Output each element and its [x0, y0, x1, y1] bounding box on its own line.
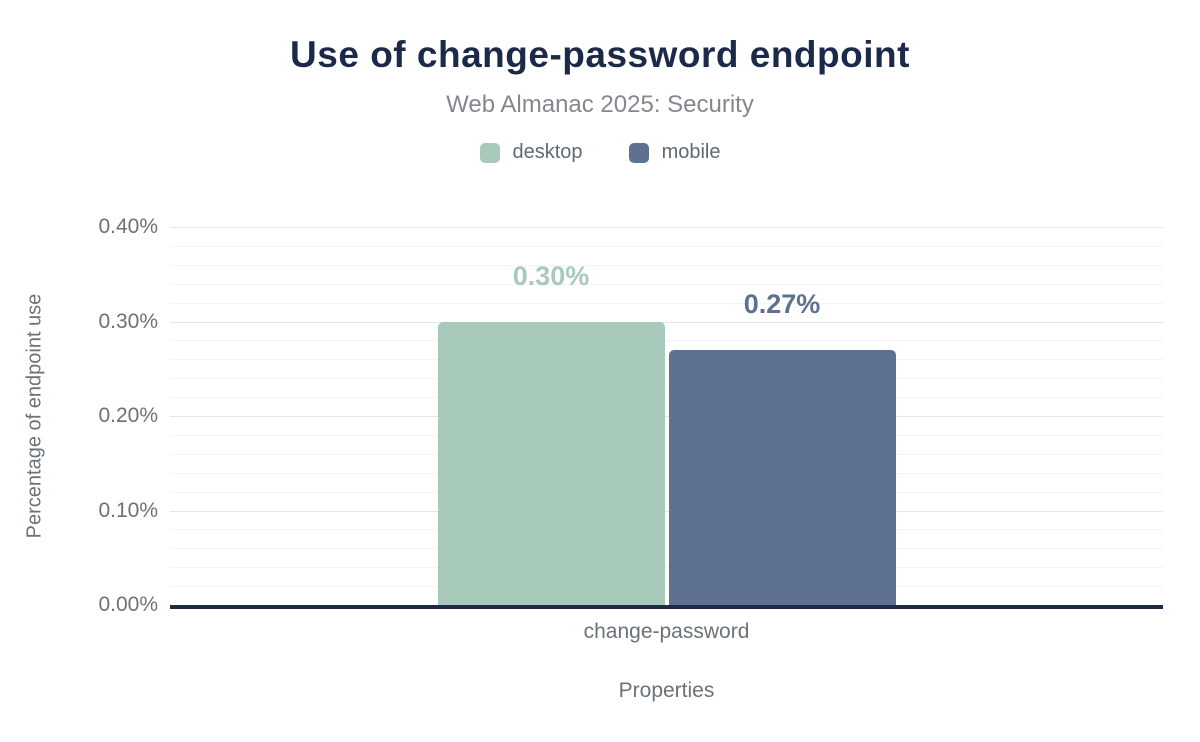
gridline-minor — [170, 567, 1163, 569]
gridline-minor — [170, 434, 1163, 436]
y-tick-label: 0.10% — [98, 498, 158, 522]
x-axis-title: Properties — [618, 679, 715, 702]
legend-swatch-mobile — [628, 142, 649, 163]
plot-area: 0.30% 0.27% — [170, 227, 1163, 609]
gridline-minor — [170, 586, 1163, 588]
legend-item-desktop[interactable]: desktop — [479, 141, 583, 164]
gridline-minor — [170, 245, 1163, 247]
y-tick-label: 0.00% — [98, 593, 158, 616]
gridline-major — [170, 510, 1163, 512]
gridline-minor — [170, 397, 1163, 399]
gridline-major — [170, 227, 1163, 228]
gridline-major — [170, 321, 1163, 323]
bar-mobile[interactable] — [668, 349, 896, 605]
chart-legend: desktop mobile — [0, 141, 1200, 164]
x-category-label: change-password — [583, 620, 750, 643]
gridline-minor — [170, 340, 1163, 342]
x-axis-line — [170, 605, 1163, 609]
chart-subtitle: Web Almanac 2025: Security — [446, 91, 754, 118]
legend-label: desktop — [512, 141, 583, 163]
gridline-minor — [170, 472, 1163, 474]
gridline-minor — [170, 378, 1163, 380]
gridline-minor — [170, 264, 1163, 266]
gridline-minor — [170, 548, 1163, 550]
gridline-minor — [170, 491, 1163, 493]
chart-title: Use of change-password endpoint — [290, 34, 910, 75]
gridline-major — [170, 416, 1163, 417]
gridline-minor — [170, 302, 1163, 304]
y-axis-tick-labels: 0.00% 0.10% 0.20% 0.30% 0.40% — [0, 215, 158, 616]
y-tick-label: 0.40% — [98, 215, 158, 238]
legend-label: mobile — [661, 141, 721, 163]
bar-value-label-desktop: 0.30% — [512, 260, 590, 291]
legend-item-mobile[interactable]: mobile — [628, 141, 721, 164]
y-tick-label: 0.20% — [98, 404, 158, 427]
legend-swatch-desktop — [479, 142, 500, 163]
gridline-minor — [170, 359, 1163, 361]
gridline-minor — [170, 283, 1163, 285]
gridline-minor — [170, 529, 1163, 531]
y-tick-label: 0.30% — [98, 309, 158, 333]
bar-value-label-mobile: 0.27% — [743, 288, 821, 319]
gridline-minor — [170, 453, 1163, 455]
bar-desktop[interactable] — [437, 321, 665, 605]
